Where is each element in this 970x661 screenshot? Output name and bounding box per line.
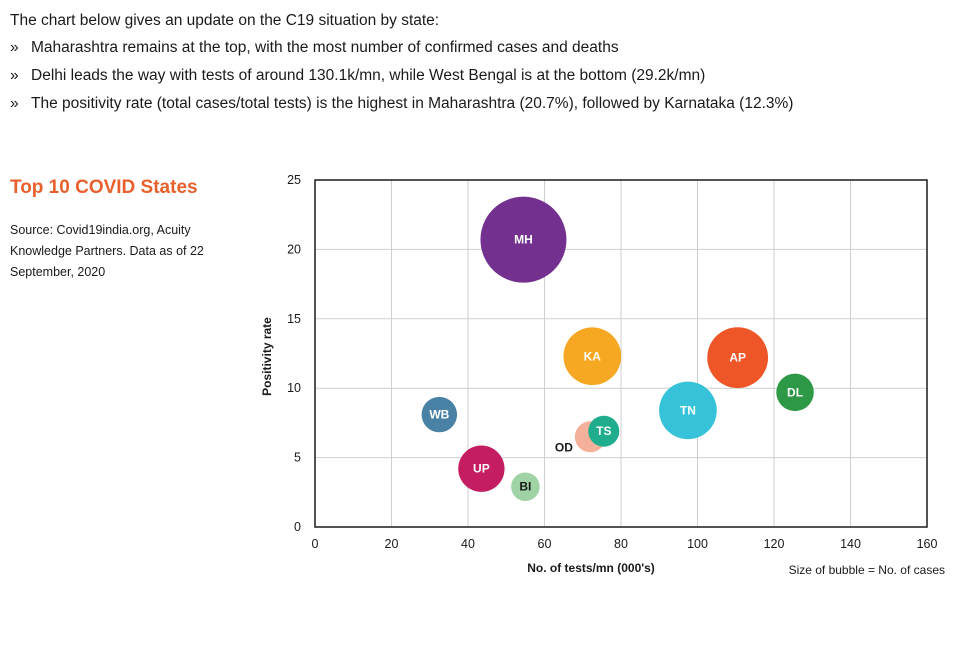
y-tick-label: 10: [287, 381, 301, 395]
bullet-mark: »: [10, 95, 19, 112]
chart-title: Top 10 COVID States: [10, 177, 198, 198]
intro-bullet: » The positivity rate (total cases/total …: [10, 95, 793, 113]
bullet-text: Delhi leads the way with tests of around…: [31, 67, 706, 84]
intro-bullet-list: » Maharashtra remains at the top, with th…: [10, 39, 793, 113]
bubble-label-mh: MH: [514, 233, 533, 247]
x-tick-label: 80: [614, 537, 628, 551]
intro-text: The chart below gives an update on the C…: [10, 12, 793, 123]
bubble-label-bi: BI: [519, 480, 531, 494]
plot-frame: [314, 179, 928, 528]
bubble-label-ts: TS: [596, 424, 611, 438]
bubble-wb: [421, 396, 458, 433]
bubble-label-ka: KA: [584, 349, 602, 363]
bullet-text: The positivity rate (total cases/total t…: [31, 95, 794, 112]
source-note: Source: Covid19india.org, Acuity Knowled…: [10, 223, 204, 279]
bubble-size-note: Size of bubble = No. of cases: [789, 563, 945, 577]
bubble-mh: [480, 196, 567, 283]
x-tick-label: 20: [385, 537, 399, 551]
bullet-mark: »: [10, 67, 19, 84]
y-tick-label: 25: [287, 173, 301, 187]
bubble-label-od: OD: [555, 440, 573, 454]
x-tick-label: 60: [538, 537, 552, 551]
y-tick-labels: 0 5 10 15 20 25: [287, 173, 301, 534]
bubble-up: [458, 445, 505, 492]
bubble-label-ap: AP: [729, 351, 746, 365]
x-tick-label: 140: [840, 537, 861, 551]
bubble-dl: [776, 373, 814, 412]
bullet-text: Maharashtra remains at the top, with the…: [31, 39, 619, 56]
x-tick-label: 160: [917, 537, 938, 551]
x-axis-title: No. of tests/mn (000's): [527, 561, 655, 575]
bubble-label-up: UP: [473, 462, 490, 476]
bubble-ap: [707, 327, 769, 389]
x-tick-label: 40: [461, 537, 475, 551]
y-tick-label: 15: [287, 312, 301, 326]
intro-bullet: » Maharashtra remains at the top, with th…: [10, 39, 793, 57]
y-tick-label: 5: [294, 451, 301, 465]
bubbles: MH AP KA TN UP WB DL OD TS BI: [421, 196, 814, 502]
bubble-tn: [659, 381, 717, 440]
bubble-bi: [511, 472, 540, 502]
bullet-mark: »: [10, 39, 19, 56]
bubble-ka: [563, 327, 622, 386]
bubble-label-dl: DL: [787, 385, 803, 399]
x-tick-label: 120: [764, 537, 785, 551]
y-tick-label: 20: [287, 242, 301, 256]
x-tick-label: 0: [312, 537, 319, 551]
intro-lead: The chart below gives an update on the C…: [10, 12, 440, 29]
x-tick-labels: 0 20 40 60 80 100 120 140 160: [312, 537, 938, 551]
intro-bullet: » Delhi leads the way with tests of aroun…: [10, 67, 793, 85]
bubble-ts: [588, 415, 620, 447]
y-tick-label: 0: [294, 520, 301, 534]
y-axis-title: Positivity rate: [260, 317, 274, 396]
x-tick-label: 100: [687, 537, 708, 551]
bubble-label-wb: WB: [429, 408, 449, 422]
bubble-label-tn: TN: [680, 403, 696, 417]
